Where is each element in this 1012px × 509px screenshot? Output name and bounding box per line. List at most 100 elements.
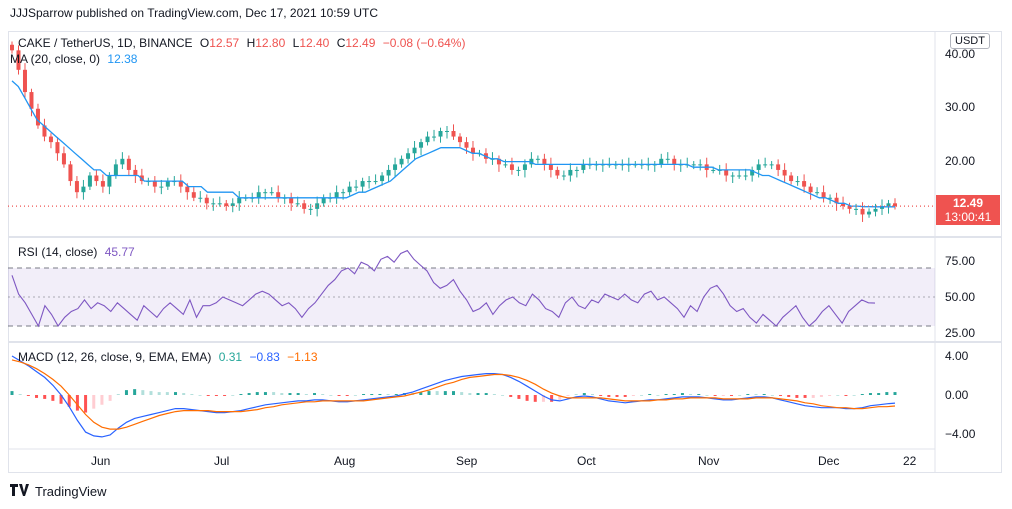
candle-body: [711, 169, 716, 171]
candle-body: [438, 131, 443, 137]
high-label: H: [246, 36, 256, 50]
candle-body: [191, 192, 196, 198]
candle-body: [854, 208, 859, 210]
candle-body: [276, 192, 281, 198]
change-value: −0.08 (−0.64%): [382, 36, 466, 50]
candle-body: [782, 169, 787, 176]
macd-hist-bar: [108, 395, 112, 401]
macd-hist-bar: [656, 395, 660, 396]
time-tick-nov: Nov: [698, 454, 719, 468]
macd-hist-bar: [509, 395, 513, 397]
last-price-badge: [936, 195, 1000, 225]
price-pane: [8, 41, 935, 222]
candle-body: [542, 158, 547, 165]
candle-body: [574, 169, 579, 171]
candle-body: [432, 136, 437, 138]
candle-body: [445, 131, 450, 132]
candle-body: [724, 169, 729, 176]
candle-body: [516, 169, 521, 171]
candle-body: [367, 181, 372, 183]
macd-hist-bar: [190, 394, 194, 395]
candle-body: [16, 50, 21, 70]
candle-body: [94, 175, 99, 182]
macd-hist-bar: [713, 395, 717, 396]
rsi-tick-75: 75.00: [945, 254, 975, 268]
macd-hist-bar: [762, 394, 766, 395]
macd-hist-bar: [157, 392, 161, 395]
macd-hist-bar: [362, 394, 366, 395]
macd-hist-bar: [492, 394, 496, 395]
candle-body: [373, 181, 378, 183]
macd-hist-bar: [623, 395, 627, 397]
candle-body: [198, 197, 203, 199]
candle-body: [308, 208, 313, 210]
time-tick-jun: Jun: [91, 454, 110, 468]
macd-hist-bar: [255, 392, 259, 395]
low-label: L: [292, 36, 300, 50]
tradingview-footer[interactable]: TradingView: [10, 484, 107, 499]
macd-hist-bar: [803, 395, 807, 398]
candle-body: [152, 181, 157, 187]
candle-body: [847, 206, 852, 209]
candle-body: [867, 211, 872, 215]
macd-label: MACD (12, 26, close, 9, EMA, EMA): [18, 350, 212, 364]
candle-body: [55, 142, 60, 154]
candle-body: [795, 181, 800, 183]
macd-hist-bar: [337, 395, 341, 396]
low-value: 12.40: [299, 36, 330, 50]
candle-body: [457, 136, 462, 143]
candle-body: [165, 181, 170, 187]
candle-body: [496, 158, 501, 165]
macd-hist-bar: [631, 395, 635, 396]
macd-signal-value: −1.13: [287, 350, 318, 364]
macd-hist-bar: [721, 395, 725, 396]
candle-body: [763, 164, 768, 166]
macd-hist-bar: [84, 395, 88, 413]
macd-hist-bar: [67, 395, 71, 407]
macd-hist-bar: [223, 395, 227, 396]
candle-body: [107, 175, 112, 187]
macd-hist-bar: [304, 394, 308, 395]
candle-body: [808, 186, 813, 193]
candle-body: [178, 181, 183, 187]
ma-label: MA (20, close, 0): [10, 52, 101, 66]
macd-hist-bar: [599, 395, 603, 396]
candle-body: [334, 192, 339, 198]
macd-hist-bar: [558, 395, 562, 400]
macd-hist-bar: [705, 395, 709, 396]
macd-hist-bar: [615, 395, 619, 397]
macd-hist-bar: [272, 392, 276, 395]
ma-legend: MA (20, close, 0) 12.38: [10, 52, 141, 66]
price-tick-40: 40.00: [945, 47, 975, 61]
ma20-line: [11, 80, 895, 208]
macd-hist-bar: [345, 395, 349, 396]
candle-body: [659, 158, 664, 165]
close-value: 12.49: [345, 36, 376, 50]
candle-body: [35, 108, 40, 126]
macd-hist-bar: [288, 393, 292, 395]
candle-body: [360, 181, 365, 187]
open-value: 12.57: [209, 36, 240, 50]
signal-line: [11, 359, 896, 430]
macd-hist-bar: [476, 393, 480, 395]
macd-hist-bar: [100, 395, 104, 405]
currency-button[interactable]: USDT: [950, 33, 990, 49]
candle-body: [354, 186, 359, 188]
macd-hist-bar: [165, 392, 169, 395]
macd-legend: MACD (12, 26, close, 9, EMA, EMA) 0.31 −…: [18, 350, 322, 364]
candle-body: [321, 197, 326, 204]
time-tick-sep: Sep: [456, 454, 478, 468]
publisher-line: JJJSparrow published on TradingView.com,…: [10, 6, 378, 20]
macd-hist-bar: [574, 394, 578, 395]
macd-hist-bar: [868, 393, 872, 395]
candle-body: [406, 153, 411, 159]
candle-body: [750, 169, 755, 176]
macd-hist-bar: [329, 395, 333, 396]
macd-hist-bar: [550, 395, 554, 402]
macd-hist-bar: [206, 395, 210, 396]
macd-line-value: −0.83: [249, 350, 280, 364]
candle-body: [48, 136, 53, 143]
macd-hist-bar: [672, 394, 676, 395]
macd-hist-bar: [10, 391, 14, 395]
